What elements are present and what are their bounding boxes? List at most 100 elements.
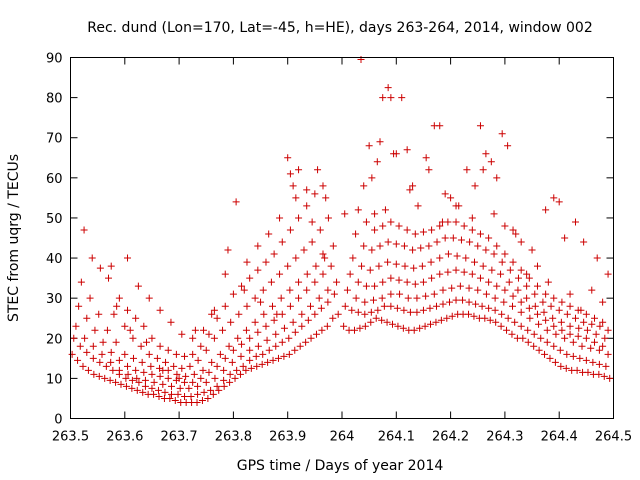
data-point xyxy=(88,254,96,262)
data-point xyxy=(80,226,88,234)
data-point xyxy=(384,238,392,246)
data-point xyxy=(410,264,418,272)
data-point xyxy=(371,226,379,234)
x-tick-label: 264.3 xyxy=(486,430,523,445)
data-point xyxy=(470,312,478,320)
data-point xyxy=(379,278,387,286)
data-point xyxy=(262,258,270,266)
data-point xyxy=(366,266,374,274)
data-point xyxy=(505,278,513,286)
data-point xyxy=(298,322,306,330)
data-point xyxy=(143,338,151,346)
data-point xyxy=(101,374,109,382)
data-point xyxy=(504,142,512,150)
data-point xyxy=(566,330,574,338)
x-tick-label: 264.2 xyxy=(432,430,469,445)
data-point xyxy=(181,392,189,400)
data-point xyxy=(533,262,541,270)
data-point xyxy=(181,378,189,386)
data-point xyxy=(587,344,595,352)
data-point xyxy=(400,306,408,314)
data-point xyxy=(384,258,392,266)
data-point xyxy=(588,320,596,328)
data-point xyxy=(417,244,425,252)
data-point xyxy=(76,342,84,350)
data-point xyxy=(399,324,407,332)
data-point xyxy=(562,364,570,372)
data-point xyxy=(259,350,267,358)
data-point xyxy=(403,278,411,286)
data-point xyxy=(274,354,282,362)
data-point xyxy=(86,294,94,302)
data-point xyxy=(267,278,275,286)
data-point xyxy=(210,306,218,314)
data-point xyxy=(316,226,324,234)
data-point xyxy=(213,362,221,370)
data-point xyxy=(213,314,221,322)
data-point xyxy=(220,376,228,384)
data-point xyxy=(533,310,541,318)
data-point xyxy=(592,330,600,338)
data-point xyxy=(448,284,456,292)
data-point xyxy=(425,166,433,174)
data-point xyxy=(265,230,273,238)
data-point xyxy=(352,230,360,238)
data-point xyxy=(422,292,430,300)
y-tick-label: 60 xyxy=(46,172,63,187)
data-point xyxy=(438,218,446,226)
data-point xyxy=(482,150,490,158)
data-point xyxy=(425,242,433,250)
data-point xyxy=(323,322,331,330)
data-point xyxy=(406,308,414,316)
data-point xyxy=(124,362,132,370)
x-tick-label: 263.6 xyxy=(106,430,143,445)
data-point xyxy=(295,278,303,286)
data-point xyxy=(371,282,379,290)
data-point xyxy=(563,350,571,358)
chart-title: Rec. dund (Lon=170, Lat=-45, h=HE), days… xyxy=(87,20,593,36)
data-point xyxy=(161,388,169,396)
data-point xyxy=(321,254,329,262)
data-point xyxy=(410,326,418,334)
data-point xyxy=(264,358,272,366)
data-point xyxy=(322,194,330,202)
data-point xyxy=(604,350,612,358)
data-point xyxy=(584,368,592,376)
data-point xyxy=(187,392,195,400)
data-point xyxy=(324,286,332,294)
data-point xyxy=(550,294,558,302)
data-point xyxy=(258,360,266,368)
data-point xyxy=(501,286,509,294)
data-point xyxy=(209,390,217,398)
data-point xyxy=(83,314,91,322)
data-point xyxy=(596,322,604,330)
data-point xyxy=(205,330,213,338)
data-point xyxy=(238,282,246,290)
data-point xyxy=(468,270,476,278)
data-point xyxy=(537,334,545,342)
data-point xyxy=(375,262,383,270)
data-point xyxy=(96,358,104,366)
data-point xyxy=(356,324,364,332)
data-point xyxy=(319,270,327,278)
data-point xyxy=(549,314,557,322)
data-point xyxy=(253,362,261,370)
data-point xyxy=(216,350,224,358)
data-point xyxy=(381,206,389,214)
data-point xyxy=(162,358,170,366)
data-point xyxy=(167,318,175,326)
plot-frame xyxy=(70,57,614,419)
data-point xyxy=(96,264,104,272)
data-point xyxy=(409,182,417,190)
data-point xyxy=(606,374,614,382)
data-point xyxy=(208,310,216,318)
data-point xyxy=(312,262,320,270)
data-point xyxy=(380,302,388,310)
data-point xyxy=(378,294,386,302)
data-point xyxy=(272,342,280,350)
data-point xyxy=(411,230,419,238)
data-point xyxy=(167,390,175,398)
data-point xyxy=(145,294,153,302)
data-point xyxy=(595,370,603,378)
